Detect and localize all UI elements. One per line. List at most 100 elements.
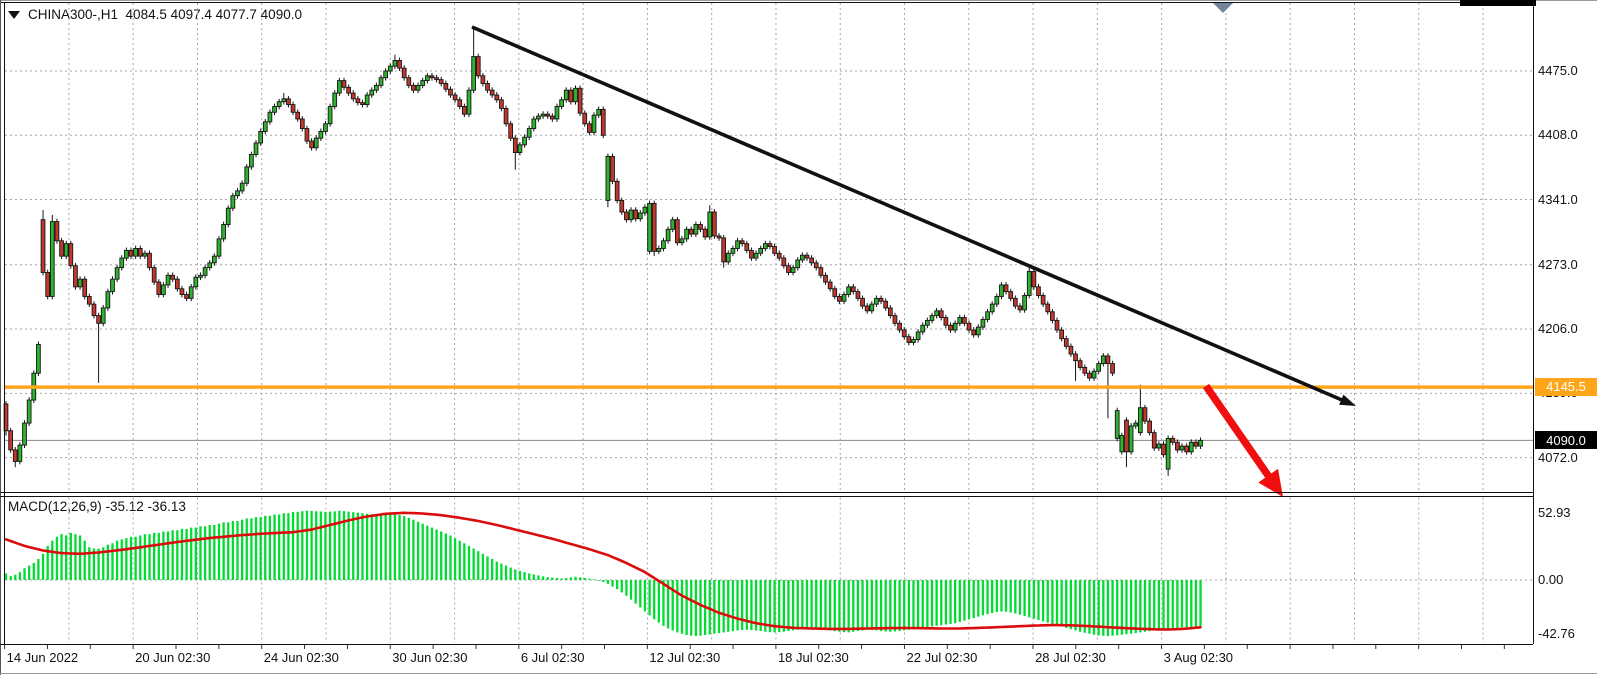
macd-histogram-bar — [352, 512, 355, 580]
candlestick — [45, 272, 51, 297]
macd-histogram-bar — [801, 580, 804, 630]
candlestick — [503, 107, 509, 125]
candlestick — [1110, 363, 1115, 374]
macd-histogram-bar — [875, 580, 878, 631]
macd-histogram-bar — [115, 540, 119, 580]
candlestick — [1031, 271, 1037, 288]
candlestick — [1151, 432, 1157, 449]
macd-histogram-bar — [597, 580, 600, 581]
macd-histogram-bar — [491, 559, 494, 580]
candlestick — [554, 106, 560, 120]
candlestick — [860, 297, 865, 307]
candlestick — [818, 267, 824, 276]
macd-histogram-bar — [1171, 580, 1174, 629]
macd-histogram-bar — [217, 523, 221, 580]
candlestick — [1133, 422, 1139, 427]
macd-scale-label: 52.93 — [1538, 504, 1571, 520]
candlestick — [438, 79, 444, 84]
macd-histogram-bar — [1125, 580, 1128, 635]
macd-histogram-bar — [662, 580, 665, 626]
macd-histogram-bar — [1023, 580, 1026, 617]
candlestick — [1068, 345, 1074, 355]
candlestick — [563, 89, 569, 101]
macd-histogram-bar — [342, 511, 346, 580]
candlestick — [96, 315, 101, 324]
macd-histogram-bar — [537, 575, 540, 580]
candlestick — [1063, 338, 1069, 347]
candlestick — [147, 252, 152, 269]
candlestick — [855, 291, 861, 299]
macd-histogram-bar — [1134, 580, 1137, 634]
candlestick — [188, 286, 194, 299]
candlestick — [77, 278, 83, 288]
candlestick — [536, 115, 541, 120]
symbol-dropdown-icon[interactable] — [8, 11, 20, 19]
macd-histogram-bar — [250, 518, 253, 580]
candlestick — [151, 267, 157, 283]
candlestick — [999, 284, 1004, 297]
candlestick — [415, 84, 421, 91]
candlestick — [1165, 437, 1171, 470]
candlestick — [499, 99, 504, 109]
macd-histogram-bar — [23, 568, 26, 580]
orange-price-label: 4145.5 — [1535, 377, 1597, 396]
macd-histogram-bar — [153, 532, 156, 580]
candlestick — [892, 315, 898, 324]
candlestick — [587, 123, 592, 133]
macd-histogram-bar — [282, 513, 285, 580]
macd-histogram-bar — [616, 580, 619, 590]
candlestick — [448, 88, 453, 96]
candlestick — [675, 219, 680, 244]
macd-histogram-bar — [629, 580, 633, 600]
candlestick — [582, 112, 588, 125]
candlestick — [258, 130, 263, 144]
macd-histogram-bar — [1014, 580, 1017, 614]
macd-histogram-bar — [986, 580, 989, 615]
candlestick — [540, 113, 546, 117]
candlestick — [647, 202, 652, 252]
macd-histogram-bar — [856, 580, 860, 632]
macd-histogram-bar — [55, 536, 59, 580]
candlestick — [443, 83, 449, 90]
macd-histogram-bar — [69, 532, 72, 580]
candlestick — [1156, 443, 1162, 449]
macd-histogram-bar — [416, 521, 420, 580]
candlestick — [508, 123, 514, 139]
macd-histogram-bar — [18, 572, 22, 580]
candlestick — [577, 87, 583, 114]
candlestick — [142, 252, 148, 257]
candlestick — [1050, 311, 1055, 321]
macd-histogram-bar — [1069, 580, 1073, 630]
macd-histogram-bar — [560, 578, 563, 580]
time-tick-label: 20 Jun 02:30 — [135, 650, 211, 665]
candlestick — [568, 89, 574, 103]
candlestick — [762, 243, 768, 249]
candlestick — [457, 99, 463, 107]
candlestick — [776, 252, 782, 259]
macd-histogram-bar — [106, 544, 110, 580]
macd-histogram-bar — [180, 528, 184, 580]
macd-histogram-bar — [972, 580, 975, 618]
candlestick — [119, 257, 125, 269]
candlestick — [281, 98, 287, 103]
macd-histogram-bar — [1148, 580, 1151, 632]
macd-histogram-bar — [773, 580, 776, 633]
candlestick — [1087, 372, 1092, 379]
price-tick-label: 4341.0 — [1538, 191, 1578, 207]
macd-histogram-bar — [37, 559, 40, 580]
macd-histogram-bar — [398, 515, 401, 580]
macd-histogram-bar — [208, 524, 211, 580]
macd-histogram-bar — [815, 580, 818, 629]
macd-histogram-bar — [541, 576, 545, 580]
candlestick — [1124, 419, 1129, 453]
candlestick — [272, 106, 277, 113]
macd-histogram-bar — [14, 574, 17, 580]
macd-histogram-bar — [4, 573, 8, 580]
macd-histogram-bar — [565, 578, 568, 580]
macd-histogram-bar — [991, 580, 994, 614]
candlestick — [286, 98, 291, 106]
macd-histogram-bar — [569, 577, 573, 580]
macd-scale-label: -42.76 — [1538, 626, 1575, 642]
